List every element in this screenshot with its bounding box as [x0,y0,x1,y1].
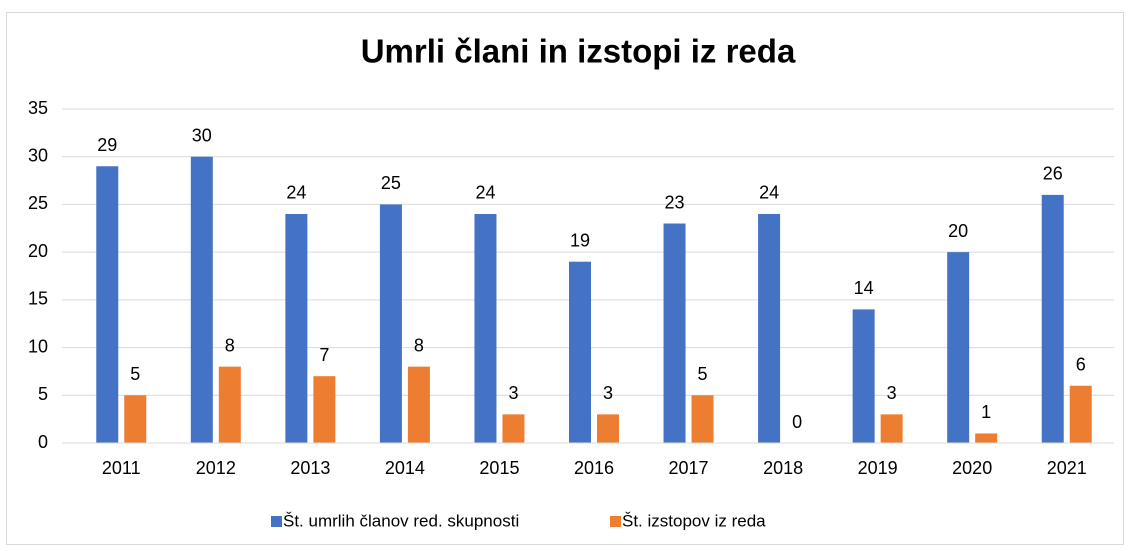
y-tick-label: 25 [28,193,48,213]
bar [947,252,970,443]
data-label: 29 [97,135,117,155]
bar [1041,194,1064,443]
bar [1069,385,1092,443]
bar [758,213,781,443]
x-tick-label: 2021 [1047,458,1087,478]
bar [285,213,308,443]
legend-label: Št. izstopov iz reda [622,511,766,530]
y-tick-label: 15 [28,289,48,309]
x-tick-label: 2012 [196,458,236,478]
x-tick-label: 2013 [290,458,330,478]
data-label: 25 [381,173,401,193]
data-label: 7 [319,345,329,365]
x-tick-label: 2015 [479,458,519,478]
data-label: 8 [414,335,424,355]
data-label: 0 [792,412,802,432]
data-label: 1 [981,402,991,422]
data-label: 20 [948,221,968,241]
data-label: 24 [475,183,495,203]
data-label: 5 [130,364,140,384]
data-label: 23 [665,192,685,212]
y-tick-label: 35 [28,98,48,118]
x-tick-label: 2014 [385,458,425,478]
bar [880,414,903,443]
x-tick-label: 2011 [102,458,141,478]
y-tick-label: 10 [28,336,48,356]
bar [218,366,241,443]
bar [597,414,619,443]
y-tick-label: 5 [38,384,48,404]
bar [852,309,875,443]
data-label: 5 [698,364,708,384]
bar [190,156,213,443]
bar [502,414,525,443]
bar [96,166,119,443]
bar [975,433,998,443]
bar [663,223,686,443]
data-label: 3 [603,383,613,403]
chart-title: Umrli člani in izstopi iz reda [361,33,796,70]
bar [313,376,336,443]
bar [569,261,591,443]
x-tick-label: 2020 [952,458,992,478]
x-tick-label: 2018 [763,458,803,478]
data-label: 6 [1076,354,1086,374]
bar [124,395,147,443]
data-label: 30 [192,125,212,145]
y-tick-label: 0 [38,432,48,452]
data-label: 8 [225,335,235,355]
x-tick-label: 2019 [858,458,898,478]
x-tick-label: 2017 [669,458,709,478]
legend-swatch [610,516,621,527]
data-label: 14 [854,278,874,298]
data-label: 3 [508,383,518,403]
y-tick-label: 30 [28,145,48,165]
bar [407,366,430,443]
legend-label: Št. umrlih članov red. skupnosti [283,511,519,530]
x-tick-label: 2016 [574,458,614,478]
data-label: 26 [1043,164,1063,184]
data-label: 24 [759,183,779,203]
y-tick-label: 20 [28,241,48,261]
bar [691,395,714,443]
legend-swatch [271,516,282,527]
data-label: 24 [286,183,306,203]
bar [474,213,497,443]
data-label: 3 [887,383,897,403]
bar [379,204,402,443]
data-label: 19 [570,230,590,250]
